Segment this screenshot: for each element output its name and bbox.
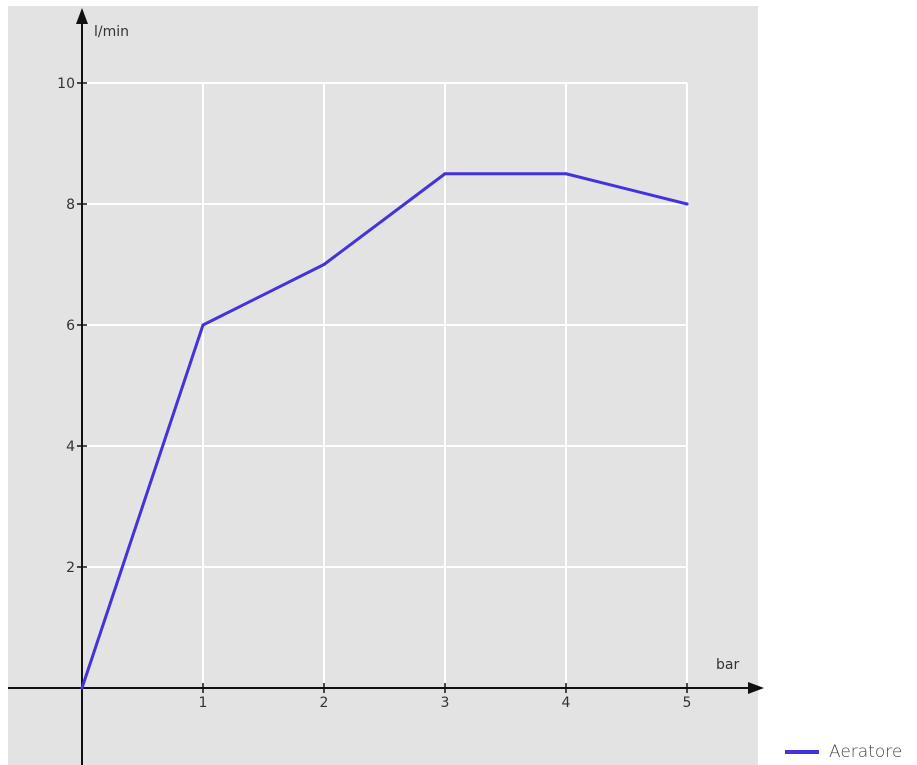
- x-axis-label: bar: [716, 657, 739, 673]
- y-tick-label: 6: [66, 318, 75, 334]
- y-tick-label: 8: [66, 197, 75, 213]
- x-tick-label: 1: [199, 695, 208, 711]
- data-point: [322, 263, 326, 266]
- x-axis-arrow: [748, 682, 764, 694]
- y-axis-arrow: [76, 8, 88, 24]
- x-tick-label: 3: [441, 695, 450, 711]
- grid: [82, 82, 688, 688]
- y-tick-label: 10: [57, 76, 75, 92]
- y-axis-label: l/min: [94, 24, 129, 40]
- ticks: 1 2 3 4 5 2 4 6 8 10: [57, 76, 691, 711]
- series: [80, 172, 689, 690]
- plot-background: [8, 6, 758, 765]
- legend: Aeratore: [785, 742, 902, 762]
- legend-label: Aeratore: [829, 742, 903, 762]
- y-tick-label: 4: [66, 439, 75, 455]
- y-tick-label: 2: [66, 560, 75, 576]
- axes: bar l/min: [8, 8, 764, 765]
- data-point: [564, 172, 568, 176]
- data-point: [685, 202, 689, 206]
- x-tick-label: 5: [683, 695, 692, 711]
- series-line: [80, 172, 689, 690]
- data-point: [443, 172, 447, 176]
- x-tick-label: 2: [320, 695, 329, 711]
- x-tick-label: 4: [562, 695, 571, 711]
- data-point: [80, 686, 84, 690]
- legend-swatch: [785, 750, 819, 754]
- data-point: [201, 323, 205, 327]
